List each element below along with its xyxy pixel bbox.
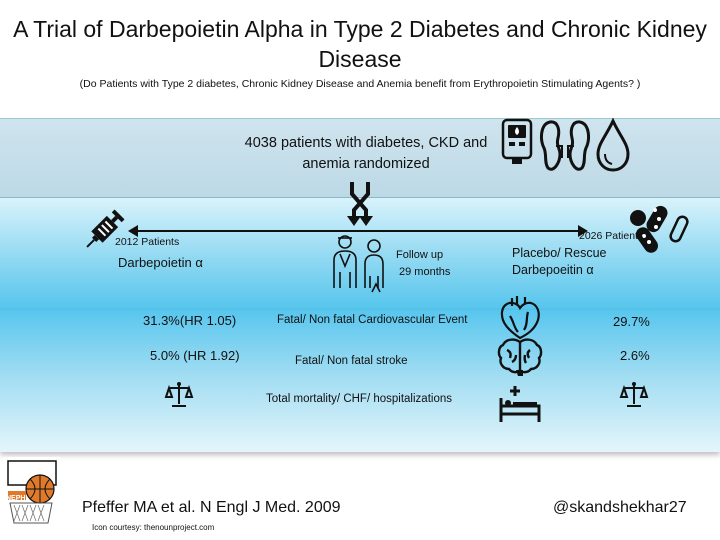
hospital-bed-icon xyxy=(499,386,541,422)
population-line-2: anemia randomized xyxy=(302,156,430,172)
balance-scale-icon-right xyxy=(619,382,649,407)
left-arm-count: 2012 Patients xyxy=(115,236,180,248)
right-arm-name-line-2: Darbepoeitin α xyxy=(512,263,594,277)
outcome-3-label: Total mortality/ CHF/ hospitalizations xyxy=(266,393,452,405)
balance-scale-icon-left xyxy=(164,382,194,407)
arrow-right-head xyxy=(578,225,588,237)
outcome-2-label: Fatal/ Non fatal stroke xyxy=(295,355,408,367)
outcome-2-right-value: 2.6% xyxy=(620,348,650,363)
randomize-arrows-icon xyxy=(347,182,373,226)
follow-up-line-1: Follow up xyxy=(396,249,444,261)
population-line-1: 4038 patients with diabetes, CKD and xyxy=(244,135,488,151)
page-subtitle: (Do Patients with Type 2 diabetes, Chron… xyxy=(79,78,641,90)
glucometer-icon xyxy=(501,118,533,164)
right-arm-name-line-1: Placebo/ Rescue xyxy=(512,246,607,260)
outcome-1-left-value: 31.3%(HR 1.05) xyxy=(143,313,237,328)
population-text: 4038 patients with diabetes, CKD and ane… xyxy=(230,133,502,175)
population-band xyxy=(0,118,720,198)
icon-credit: Icon courtesy: thenounproject.com xyxy=(92,523,215,532)
pills-icon xyxy=(630,205,689,253)
doctor-patient-icon xyxy=(333,235,384,293)
page-title: A Trial of Darbepoietin Alpha in Type 2 … xyxy=(13,16,707,72)
right-arm-count: 2026 Patients xyxy=(579,230,644,242)
blood-drop-icon xyxy=(596,117,630,172)
heart-icon xyxy=(500,296,540,340)
reference-citation: Pfeffer MA et al. N Engl J Med. 2009 xyxy=(82,499,341,516)
arrow-left-head xyxy=(128,225,138,237)
follow-up: Follow up 29 months xyxy=(396,247,450,281)
twitter-handle: @skandshekhar27 xyxy=(553,499,687,516)
outcomes-band xyxy=(0,310,720,452)
outcome-1-right-value: 29.7% xyxy=(613,314,650,329)
outcome-1-label: Fatal/ Non fatal Cardiovascular Event xyxy=(277,314,468,326)
syringe-icon xyxy=(86,209,125,248)
outcome-2-left-value: 5.0% (HR 1.92) xyxy=(150,348,240,363)
nephjc-logo xyxy=(4,457,60,527)
follow-up-line-2: 29 months xyxy=(399,266,451,278)
left-arm-name: Darbepoietin α xyxy=(118,255,203,270)
logo-text: NEPH xyxy=(6,495,26,502)
arms-arrow-line xyxy=(136,230,578,232)
brain-icon xyxy=(497,338,543,376)
right-arm-name: Placebo/ Rescue Darbepoeitin α xyxy=(512,245,607,279)
kidneys-icon xyxy=(540,120,590,171)
